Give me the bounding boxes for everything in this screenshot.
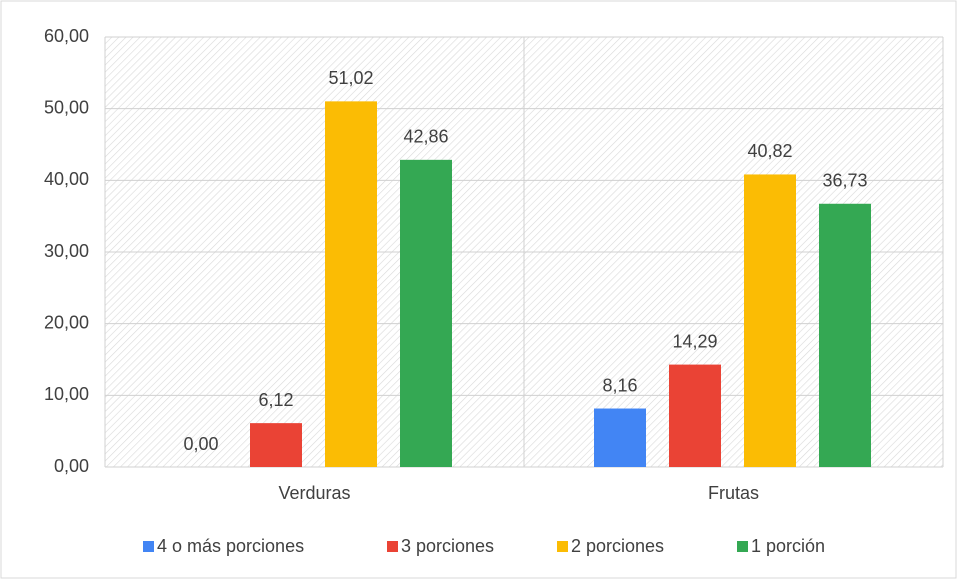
- x-tick-label: Frutas: [708, 483, 759, 503]
- y-tick-label: 40,00: [44, 169, 89, 189]
- legend-label: 4 o más porciones: [157, 536, 304, 556]
- value-label: 8,16: [602, 375, 637, 395]
- bar: [744, 174, 796, 467]
- y-tick-label: 50,00: [44, 97, 89, 117]
- legend-swatch: [557, 541, 568, 552]
- legend-label: 2 porciones: [571, 536, 664, 556]
- bar: [325, 101, 377, 468]
- x-tick-label: Verduras: [278, 483, 350, 503]
- y-tick-label: 0,00: [54, 456, 89, 476]
- bar: [669, 364, 721, 467]
- y-tick-label: 60,00: [44, 26, 89, 46]
- legend-swatch: [143, 541, 154, 552]
- value-label: 42,86: [403, 127, 448, 147]
- bar: [819, 203, 871, 468]
- legend-swatch: [387, 541, 398, 552]
- value-label: 40,82: [747, 141, 792, 161]
- legend-label: 1 porción: [751, 536, 825, 556]
- legend-swatch: [737, 541, 748, 552]
- bar: [594, 408, 646, 467]
- value-label: 0,00: [183, 434, 218, 454]
- value-label: 36,73: [822, 171, 867, 191]
- value-label: 6,12: [258, 390, 293, 410]
- value-label: 51,02: [328, 68, 373, 88]
- y-tick-label: 30,00: [44, 241, 89, 261]
- bar: [250, 423, 302, 467]
- y-tick-label: 20,00: [44, 312, 89, 332]
- bar: [400, 159, 452, 467]
- y-tick-label: 10,00: [44, 384, 89, 404]
- value-label: 14,29: [672, 331, 717, 351]
- legend-label: 3 porciones: [401, 536, 494, 556]
